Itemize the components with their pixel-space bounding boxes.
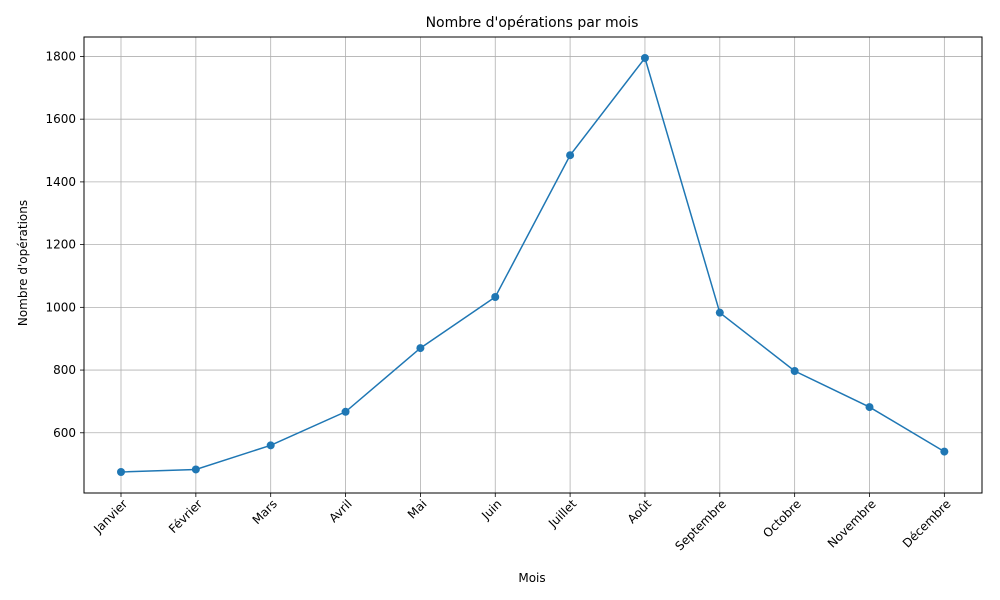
y-tick-label: 1600	[45, 112, 76, 126]
y-tick-label: 1400	[45, 175, 76, 189]
y-axis-label: Nombre d'opérations	[16, 200, 30, 326]
y-axis-ticks: 600 800 1000 1200 1400 1600 1800	[45, 49, 84, 440]
data-point	[491, 292, 500, 301]
y-tick-label: 1800	[45, 49, 76, 63]
data-point	[640, 54, 649, 63]
data-point	[266, 441, 275, 450]
data-point	[790, 367, 799, 376]
y-tick-label: 600	[53, 426, 76, 440]
data-point	[416, 344, 425, 353]
data-point	[715, 308, 724, 317]
data-point	[191, 465, 200, 474]
y-tick-label: 800	[53, 363, 76, 377]
series-line	[120, 56, 945, 473]
data-point	[865, 403, 874, 412]
y-tick-label: 1000	[45, 300, 76, 314]
plot-frame	[83, 36, 983, 494]
series-layer	[117, 54, 949, 476]
y-tick-label: 1200	[45, 238, 76, 252]
data-point	[117, 467, 125, 476]
data-point	[940, 447, 949, 456]
x-axis-label: Mois	[518, 571, 545, 585]
data-point	[341, 407, 350, 416]
grid-lines	[84, 37, 982, 493]
chart-title: Nombre d'opérations par mois	[426, 15, 639, 31]
data-point	[566, 151, 575, 160]
